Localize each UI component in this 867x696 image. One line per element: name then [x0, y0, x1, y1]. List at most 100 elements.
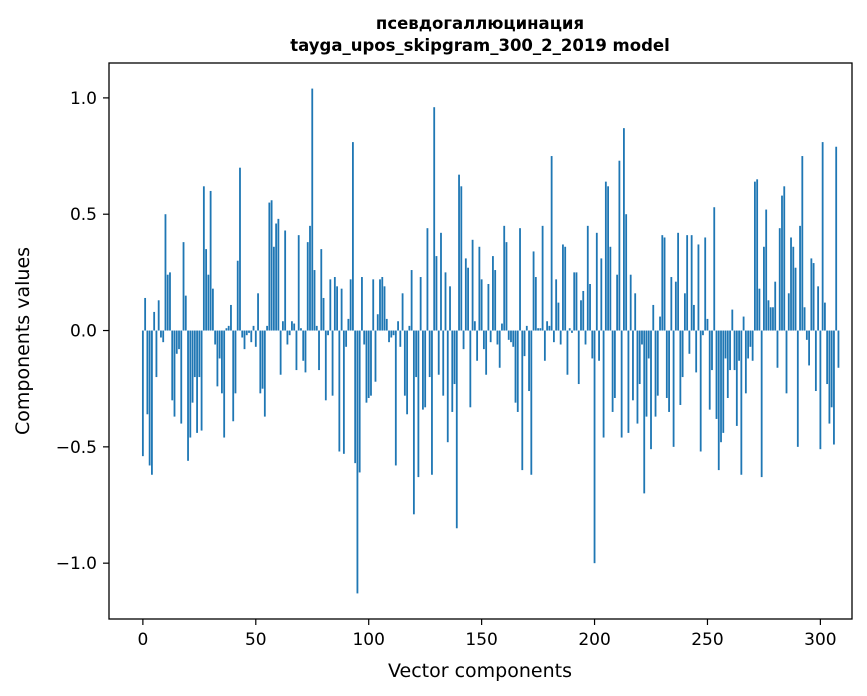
bar-137 [451, 330, 454, 412]
bar-54 [263, 330, 266, 417]
bar-85 [333, 277, 336, 331]
bar-51 [257, 293, 259, 331]
bar-171 [528, 330, 530, 392]
bar-25 [198, 330, 201, 378]
bar-88 [340, 288, 343, 331]
bar-244 [693, 304, 695, 331]
bar-187 [564, 246, 567, 331]
bar-111 [392, 330, 395, 336]
bar-220 [638, 330, 641, 385]
x-tick-label-0: 0 [137, 630, 148, 650]
bar-226 [652, 304, 655, 331]
bar-136 [449, 286, 451, 331]
bar-205 [604, 181, 607, 331]
bar-119 [410, 270, 413, 331]
bar-117 [406, 330, 409, 415]
bar-306 [833, 330, 835, 445]
bar-183 [555, 279, 558, 331]
bar-99 [365, 330, 368, 403]
bar-65 [288, 330, 291, 336]
bar-180 [548, 325, 551, 331]
bar-194 [580, 300, 582, 331]
bar-72 [304, 330, 307, 373]
bar-125 [424, 330, 427, 408]
bar-47 [248, 330, 250, 333]
y-axis-label: Components values [12, 247, 34, 435]
bar-295 [808, 330, 810, 366]
x-axis: 0 50 100 150 200 250 300 [137, 619, 837, 650]
bar-282 [778, 228, 781, 331]
bar-239 [681, 330, 684, 378]
bar-268 [747, 330, 750, 359]
bar-224 [647, 330, 650, 359]
bar-179 [546, 321, 549, 331]
bar-218 [634, 293, 637, 331]
bar-298 [814, 330, 817, 392]
bar-210 [616, 274, 619, 331]
bar-260 [729, 330, 731, 371]
bar-96 [358, 330, 361, 473]
bar-251 [708, 330, 711, 410]
bar-91 [347, 318, 350, 331]
bar-64 [286, 330, 289, 345]
bar-77 [315, 325, 318, 331]
bar-66 [291, 321, 293, 331]
bar-294 [805, 330, 808, 340]
bar-80 [322, 297, 325, 331]
bar-17 [180, 330, 183, 424]
bar-245 [695, 330, 698, 373]
bar-304 [828, 330, 831, 424]
bar-63 [284, 230, 287, 331]
bar-13 [171, 330, 174, 401]
bar-105 [379, 279, 381, 331]
bar-86 [336, 286, 338, 331]
bar-305 [830, 330, 833, 408]
bar-108 [385, 318, 388, 331]
bar-142 [462, 330, 465, 350]
bar-148 [476, 330, 479, 361]
bar-266 [742, 316, 745, 331]
bar-81 [324, 330, 327, 401]
bar-177 [541, 225, 544, 331]
bar-129 [433, 107, 436, 331]
bar-300 [819, 330, 822, 450]
bar-154 [489, 330, 492, 343]
bar-95 [356, 330, 359, 594]
bar-211 [618, 160, 621, 331]
bar-234 [670, 277, 673, 331]
bar-261 [731, 309, 734, 331]
bar-166 [516, 330, 519, 412]
y-tick-label-3: 0.5 [70, 205, 97, 225]
bar-3 [148, 330, 151, 466]
bar-120 [412, 330, 415, 515]
bar-219 [636, 330, 639, 424]
bar-27 [202, 186, 205, 331]
bar-160 [503, 225, 506, 331]
bar-30 [209, 190, 212, 331]
bar-60 [277, 218, 280, 331]
bar-33 [216, 330, 219, 387]
x-tick-label-50: 50 [245, 630, 267, 650]
bar-58 [272, 246, 275, 331]
bar-39 [230, 304, 232, 331]
bar-276 [765, 209, 768, 331]
bar-182 [552, 330, 555, 343]
bar-92 [349, 279, 352, 331]
bar-222 [643, 330, 646, 494]
bar-38 [227, 325, 230, 331]
bar-196 [584, 330, 587, 345]
bar-141 [460, 186, 463, 331]
plot-frame [108, 62, 853, 620]
bar-206 [607, 186, 609, 331]
bar-147 [473, 321, 476, 331]
bar-233 [668, 330, 670, 412]
bar-140 [458, 174, 460, 331]
bar-31 [211, 288, 214, 331]
bar-57 [270, 200, 273, 331]
bar-48 [250, 330, 253, 343]
bar-36 [223, 330, 226, 438]
bar-195 [582, 290, 585, 331]
bar-84 [331, 330, 334, 396]
bar-256 [720, 330, 722, 443]
bar-53 [261, 330, 264, 389]
